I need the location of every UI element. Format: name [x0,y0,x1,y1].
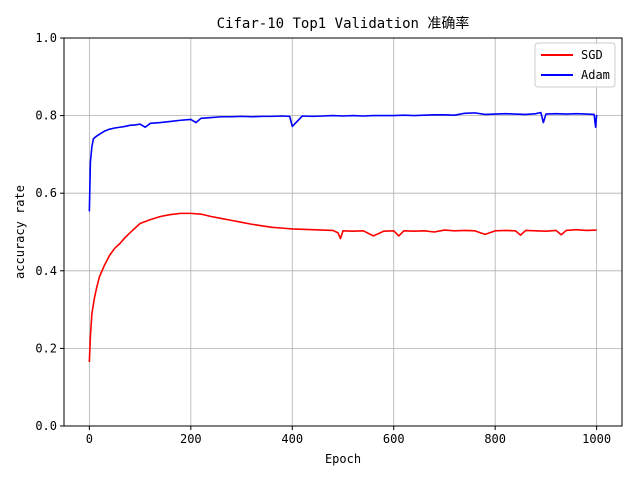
x-tick-label: 1000 [582,432,611,446]
series-line-adam [88,111,598,212]
x-tick-label: 200 [180,432,202,446]
legend-label-sgd: SGD [581,48,603,62]
series-line-sgd [88,212,597,363]
legend-label-adam: Adam [581,68,610,82]
x-tick-label: 400 [281,432,303,446]
y-axis-label: accuracy rate [13,185,27,279]
series-lines [88,111,598,363]
y-tick-label: 0.4 [35,264,57,278]
y-tick-label: 1.0 [35,31,57,45]
x-tick-label: 600 [383,432,405,446]
y-tick-label: 0.2 [35,341,57,355]
legend: SGD Adam [534,42,616,88]
x-tick-label: 0 [86,432,93,446]
x-tick-label: 800 [484,432,506,446]
x-axis-label: Epoch [325,452,361,466]
y-tick-label: 0.6 [35,186,57,200]
plot-area-frame [63,37,623,427]
y-tick-label: 0.0 [35,419,57,433]
axis-ticks: 0 200 400 600 800 1000 0.0 0.2 0.4 0.6 0.8 1.0 [35,31,611,446]
chart-title: Cifar-10 Top1 Validation 准确率 [217,15,470,32]
y-tick-label: 0.8 [35,109,57,123]
